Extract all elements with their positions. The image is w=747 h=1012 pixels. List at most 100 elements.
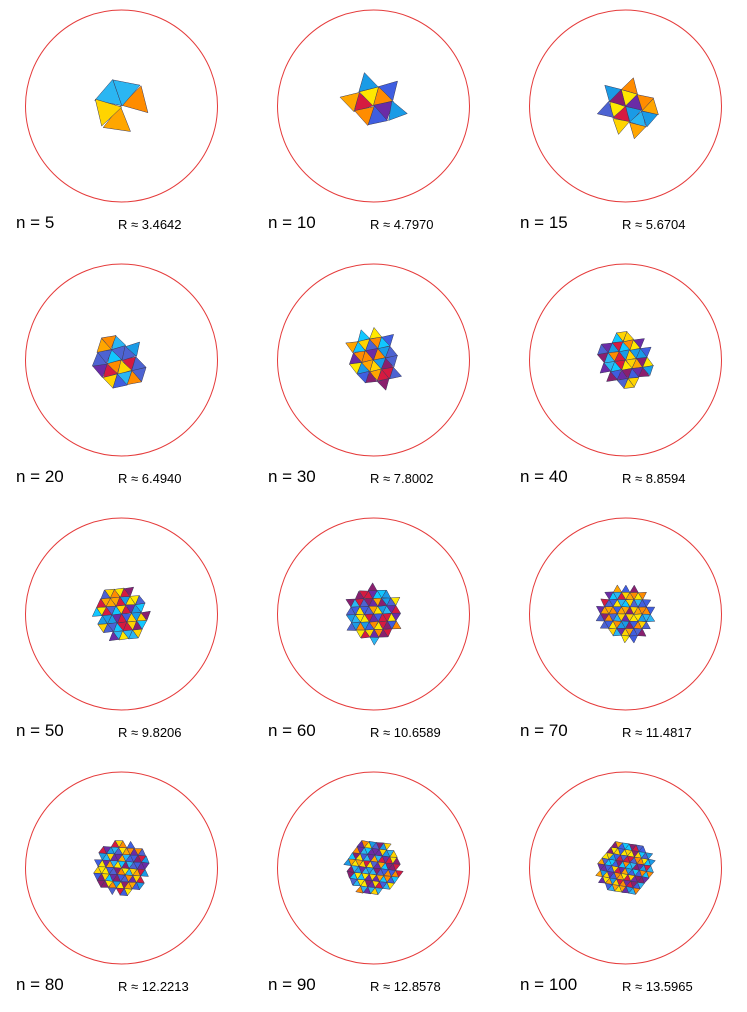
- triangle: [392, 857, 401, 865]
- triangle: [606, 371, 618, 382]
- triangle: [622, 842, 630, 850]
- triangle: [112, 79, 141, 107]
- triangle: [621, 584, 631, 593]
- triangle: [390, 597, 401, 606]
- triangle: [346, 614, 356, 623]
- triangle: [96, 598, 107, 608]
- triangle: [349, 877, 358, 886]
- packing-diagram: [529, 9, 722, 203]
- triangle: [596, 606, 605, 614]
- packing-diagram: [25, 263, 218, 457]
- triangle: [349, 362, 362, 375]
- bounding-circle: [529, 9, 722, 203]
- triangle: [595, 613, 605, 622]
- r-label: R ≈ 11.4817: [622, 725, 692, 740]
- triangle: [604, 85, 622, 102]
- triangle: [348, 852, 357, 860]
- r-label: R ≈ 6.4940: [118, 471, 182, 486]
- triangle: [91, 352, 108, 367]
- triangle: [648, 858, 656, 867]
- packing-diagram: [25, 517, 218, 711]
- triangle: [386, 882, 395, 890]
- panel-n60: n = 60 R ≈ 10.6589: [252, 508, 501, 758]
- r-label: R ≈ 9.8206: [118, 725, 182, 740]
- n-label: n = 15: [520, 213, 568, 232]
- triangle: [391, 620, 402, 630]
- triangle: [345, 341, 359, 354]
- triangle: [610, 841, 619, 849]
- triangle: [125, 341, 140, 357]
- triangle: [368, 841, 377, 849]
- packing-diagram: [277, 517, 470, 711]
- packing-diagram: [529, 771, 722, 965]
- triangle: [114, 587, 125, 598]
- bounding-circle: [529, 771, 722, 965]
- triangle: [641, 621, 651, 630]
- triangle: [637, 592, 647, 600]
- r-label: R ≈ 5.6704: [622, 217, 686, 232]
- r-label: R ≈ 4.7970: [370, 217, 434, 232]
- triangle: [601, 852, 610, 860]
- r-label: R ≈ 12.2213: [118, 979, 189, 994]
- triangle: [623, 378, 635, 389]
- bounding-circle: [277, 9, 470, 203]
- triangle: [375, 842, 384, 850]
- bounding-circle: [25, 263, 218, 457]
- triangle: [391, 605, 401, 614]
- triangle: [97, 623, 108, 633]
- triangle: [140, 610, 151, 621]
- triangle: [641, 876, 650, 884]
- triangle: [104, 588, 115, 599]
- triangle: [646, 614, 656, 623]
- packing-diagram: [277, 9, 470, 203]
- triangle: [381, 334, 394, 347]
- triangle: [126, 370, 142, 385]
- triangle: [391, 876, 399, 884]
- bounding-circle: [277, 517, 470, 711]
- triangle: [358, 72, 379, 93]
- triangle: [637, 628, 647, 637]
- packing-diagram: [277, 771, 470, 965]
- triangle: [343, 858, 352, 866]
- bounding-circle: [529, 263, 722, 457]
- r-label: R ≈ 13.5965: [622, 979, 693, 994]
- panel-n90: n = 90 R ≈ 12.8578: [252, 762, 501, 1012]
- n-label: n = 60: [268, 721, 316, 740]
- packing-diagram: [25, 9, 218, 203]
- triangle: [356, 371, 370, 384]
- triangle: [94, 859, 103, 867]
- triangle: [114, 840, 124, 848]
- triangle: [645, 852, 654, 860]
- triangle: [628, 635, 638, 644]
- triangle: [389, 850, 398, 858]
- triangle: [604, 591, 614, 600]
- bounding-circle: [277, 263, 470, 457]
- triangle: [395, 870, 404, 878]
- n-label: n = 20: [16, 467, 64, 486]
- triangle: [352, 846, 361, 854]
- n-label: n = 90: [268, 975, 316, 994]
- triangle: [597, 863, 605, 871]
- triangle: [96, 338, 112, 353]
- triangle: [612, 118, 630, 135]
- triangle: [369, 636, 380, 646]
- triangle: [108, 631, 120, 642]
- triangle: [108, 887, 117, 895]
- n-label: n = 50: [16, 721, 64, 740]
- triangle: [620, 77, 638, 95]
- triangle: [629, 122, 647, 140]
- triangle: [132, 628, 143, 639]
- n-label: n = 40: [520, 467, 568, 486]
- triangle: [354, 590, 365, 600]
- triangle: [355, 629, 366, 639]
- panel-n30: n = 30 R ≈ 7.8002: [252, 254, 501, 504]
- n-label: n = 100: [520, 975, 578, 994]
- packing-diagram: [529, 517, 722, 711]
- r-label: R ≈ 10.6589: [370, 725, 441, 740]
- bounding-circle: [25, 771, 218, 965]
- n-label: n = 5: [16, 213, 55, 232]
- triangle: [383, 842, 392, 851]
- triangle: [118, 630, 129, 641]
- triangle: [378, 629, 389, 638]
